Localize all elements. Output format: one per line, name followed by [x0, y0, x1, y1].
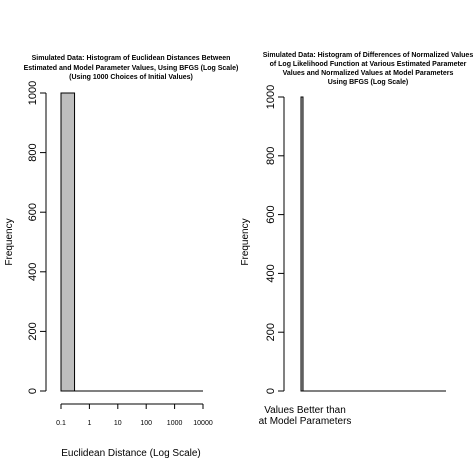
left-chart-title: Simulated Data: Histogram of Euclidean D…: [24, 55, 239, 81]
right-y-tick-label: 400: [265, 264, 277, 282]
right-y-tick-label: 600: [265, 205, 277, 223]
right-bars: [300, 96, 446, 392]
left-y-tick-label: 400: [27, 263, 39, 281]
right-y-tick-label: 200: [265, 323, 277, 341]
left-chart: Simulated Data: Histogram of Euclidean D…: [4, 55, 238, 459]
left-x-tick-label: 0.1: [56, 420, 66, 427]
right-chart-title: Simulated Data: Histogram of Differences…: [263, 52, 474, 86]
left-y-tick-label: 800: [27, 143, 39, 161]
right-title-line-2: of Log Likelihood Function at Various Es…: [270, 61, 467, 68]
right-y-axis-label: Frequency: [240, 218, 251, 265]
left-y-axis-label: Frequency: [4, 218, 15, 265]
left-x-tick-label: 1: [87, 420, 91, 427]
left-histogram-bar: [60, 92, 76, 392]
right-title-line-3: Values and Normalized Values at Model Pa…: [283, 70, 454, 77]
right-y-axis: 0 200 400 600 800 1000: [265, 85, 285, 394]
left-x-axis-label: Euclidean Distance (Log Scale): [61, 448, 201, 459]
left-x-tick-label: 10: [114, 420, 122, 427]
left-title-line-3: (Using 1000 Choices of Initial Values): [69, 74, 193, 81]
right-histogram-bar: [300, 96, 304, 392]
right-chart: Simulated Data: Histogram of Differences…: [240, 52, 473, 427]
right-y-tick-label: 1000: [265, 85, 277, 109]
left-x-tick-label: 1000: [167, 420, 183, 427]
left-x-tick-label: 10000: [193, 420, 213, 427]
left-x-axis: 0.1 1 10 100 1000 10000: [56, 403, 213, 427]
right-y-tick-label: 0: [265, 388, 277, 394]
left-y-tick-label: 1000: [27, 81, 39, 105]
right-y-tick-label: 800: [265, 147, 277, 165]
right-x-annotation-line-1: Values Better than: [264, 405, 346, 416]
left-y-axis: 0 200 400 600 800 1000: [27, 81, 47, 394]
right-x-annotation-line-2: at Model Parameters: [259, 416, 352, 427]
right-title-line-1: Simulated Data: Histogram of Differences…: [263, 52, 474, 59]
left-x-tick-label: 100: [140, 420, 152, 427]
left-y-tick-label: 600: [27, 203, 39, 221]
right-title-line-4: Using BFGS (Log Scale): [328, 79, 409, 86]
left-y-tick-label: 0: [27, 388, 39, 394]
left-title-line-1: Simulated Data: Histogram of Euclidean D…: [32, 55, 231, 62]
left-title-line-2: Estimated and Model Parameter Values, Us…: [24, 65, 239, 72]
left-bars: [60, 92, 203, 392]
left-y-tick-label: 200: [27, 322, 39, 340]
